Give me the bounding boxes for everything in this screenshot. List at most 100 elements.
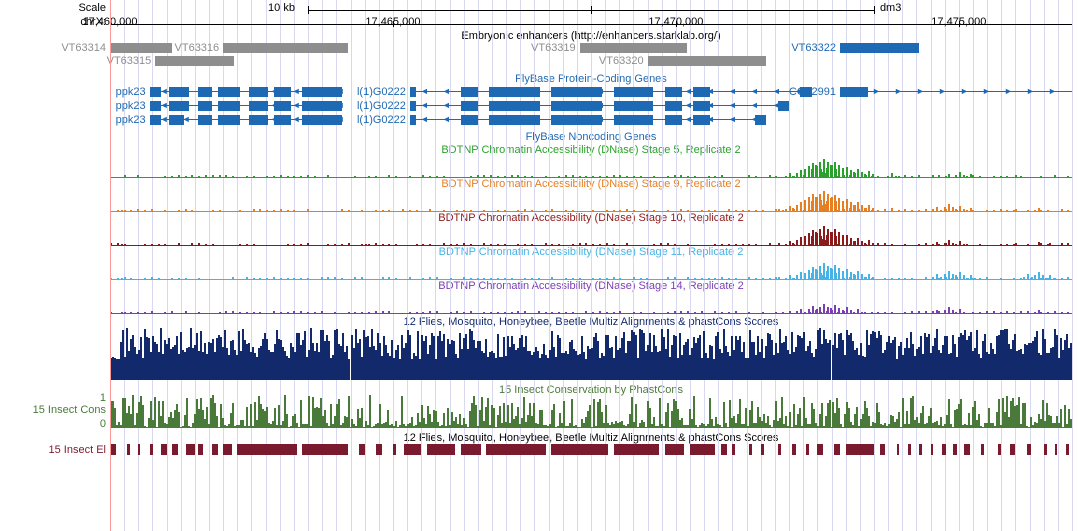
dnase-bar [130, 278, 132, 279]
dnase-bar [891, 312, 893, 313]
dnase-bar [416, 244, 418, 245]
dnase-bar [124, 312, 126, 313]
dnase-bar [497, 312, 499, 313]
gene-CG12991[interactable]: ►►►►►►►►►►CG12991 [110, 86, 1072, 98]
dnase-bar [1013, 312, 1015, 313]
dnase-bar [1061, 278, 1063, 279]
dnase-bar [307, 312, 309, 313]
dnase-track[interactable] [110, 258, 1072, 280]
dnase-bar [606, 176, 608, 177]
gene-l(1)G0222[interactable]: ◄◄◄◄◄◄◄◄◄◄◄◄◄◄◄◄◄l(1)G0222 [110, 100, 1072, 112]
enhancer-label-VT63320: VT63320 [588, 55, 644, 67]
dnase-bar [952, 207, 954, 211]
dnase-bar [382, 311, 384, 313]
dnase-bar [735, 244, 737, 245]
enhancer-VT63316[interactable] [223, 43, 347, 53]
dnase-bar [253, 244, 255, 245]
dnase-track[interactable] [110, 190, 1072, 212]
dnase-bar [259, 312, 261, 313]
dnase-bar [545, 210, 547, 211]
dnase-bar [674, 311, 676, 313]
phast15-track[interactable] [110, 396, 1072, 428]
phast15-bar [789, 412, 791, 427]
element [846, 444, 874, 455]
dnase-bar [497, 176, 499, 177]
elements-track[interactable] [110, 444, 1072, 456]
dnase-bar [834, 229, 836, 245]
dnase-track[interactable] [110, 292, 1072, 314]
dnase-bar [948, 240, 950, 245]
dnase-bar [1061, 243, 1063, 245]
dnase-bar [796, 205, 798, 211]
dnase-bar [972, 210, 974, 211]
dnase-bar [463, 312, 465, 313]
dnase-bar [280, 209, 282, 211]
dnase-bar [911, 278, 913, 279]
dnase-bar [986, 311, 988, 313]
dnase-bar [959, 241, 961, 245]
strand-arrow: ◄ [750, 114, 759, 125]
strand-arrow: ◄ [684, 114, 693, 125]
phast15-bar [948, 399, 950, 427]
dnase-bar [450, 278, 452, 279]
dnase-bar [811, 169, 813, 177]
dnase-bar [904, 175, 906, 177]
dnase-bar [511, 278, 513, 279]
dnase-bar [266, 278, 268, 279]
dnase-track[interactable] [110, 156, 1072, 178]
dnase-bar [219, 312, 221, 313]
multiz-track[interactable] [110, 328, 1072, 380]
dnase-bar [895, 176, 897, 177]
dnase-bar [613, 175, 615, 177]
dnase-bar [585, 311, 587, 313]
dnase-bar [842, 202, 844, 211]
dnase-bar [884, 209, 886, 211]
dnase-bar [955, 209, 957, 211]
dnase-bar [721, 277, 723, 279]
strand-arrow: ► [960, 86, 969, 97]
dnase-bar [436, 311, 438, 313]
element [931, 444, 934, 455]
dnase-bar [504, 244, 506, 245]
dnase-bar [307, 278, 309, 279]
dnase-bar [558, 244, 560, 245]
dnase-bar [918, 175, 920, 177]
dnase-bar [1034, 275, 1036, 279]
dnase-bar [748, 244, 750, 245]
dnase-bar [966, 176, 968, 177]
dnase-bar [735, 311, 737, 313]
dnase-bar [646, 210, 648, 211]
dnase-track[interactable] [110, 224, 1072, 246]
dnase-bar [891, 278, 893, 279]
dnase-bar [849, 175, 851, 177]
left-boundary [110, 0, 111, 531]
enhancer-VT63320[interactable] [648, 56, 767, 66]
dnase-bar [287, 312, 289, 313]
dnase-bar [674, 277, 676, 279]
dnase-bar [849, 244, 851, 245]
dnase-bar [728, 312, 730, 313]
dnase-bar [273, 277, 275, 279]
enhancer-VT63315[interactable] [155, 56, 234, 66]
enhancer-VT63319[interactable] [580, 43, 688, 53]
dnase-bar [891, 244, 893, 245]
dnase-bar [872, 277, 874, 279]
dnase-bar [944, 274, 946, 279]
dnase-bar [789, 173, 791, 177]
dnase-bar [680, 311, 682, 313]
phast15-bar [667, 403, 669, 427]
dnase-bar [948, 307, 950, 313]
dnase-bar [796, 240, 798, 245]
element [908, 444, 911, 455]
dnase-bar [877, 176, 879, 177]
dnase-bar [334, 312, 336, 313]
dnase-bar [524, 278, 526, 279]
dnase-bar [940, 210, 942, 211]
enhancer-VT63322[interactable] [840, 43, 919, 53]
gene-l(1)G0222[interactable]: ◄◄◄◄◄◄◄◄◄◄◄◄◄◄◄◄l(1)G0222 [110, 114, 1072, 126]
dnase-bar [944, 207, 946, 211]
strand-arrow: ◄ [530, 100, 539, 111]
dnase-bar [834, 265, 836, 279]
dnase-bar [524, 176, 526, 177]
dnase-bar [144, 312, 146, 313]
